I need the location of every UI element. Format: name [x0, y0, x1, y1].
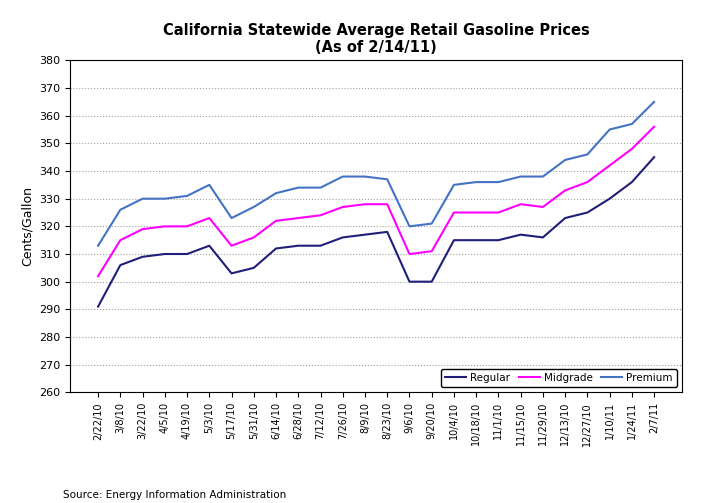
- Text: Source: Energy Information Administration: Source: Energy Information Administratio…: [63, 490, 287, 500]
- Premium: [316, 185, 325, 191]
- Regular: [427, 279, 436, 285]
- Premium: [339, 174, 347, 180]
- Midgrade: [628, 146, 636, 152]
- Regular: [538, 234, 547, 240]
- Regular: [650, 154, 658, 160]
- Premium: [205, 182, 214, 188]
- Midgrade: [272, 218, 280, 224]
- Midgrade: [650, 124, 658, 130]
- Regular: [116, 262, 124, 268]
- Legend: Regular, Midgrade, Premium: Regular, Midgrade, Premium: [441, 369, 677, 387]
- Midgrade: [517, 201, 525, 207]
- Regular: [517, 231, 525, 238]
- Regular: [250, 265, 258, 271]
- Regular: [361, 231, 369, 238]
- Premium: [116, 207, 124, 213]
- Premium: [472, 179, 480, 185]
- Midgrade: [294, 215, 302, 221]
- Premium: [361, 174, 369, 180]
- Regular: [583, 209, 592, 215]
- Premium: [250, 204, 258, 210]
- Y-axis label: Cents/Gallon: Cents/Gallon: [21, 186, 34, 267]
- Midgrade: [160, 223, 169, 229]
- Premium: [583, 151, 592, 157]
- Midgrade: [605, 162, 614, 169]
- Midgrade: [339, 204, 347, 210]
- Midgrade: [383, 201, 392, 207]
- Midgrade: [250, 234, 258, 240]
- Midgrade: [494, 209, 503, 215]
- Title: California Statewide Average Retail Gasoline Prices
(As of 2/14/11): California Statewide Average Retail Gaso…: [162, 23, 590, 55]
- Regular: [494, 237, 503, 243]
- Regular: [450, 237, 458, 243]
- Midgrade: [472, 209, 480, 215]
- Midgrade: [205, 215, 214, 221]
- Premium: [561, 157, 569, 163]
- Line: Midgrade: Midgrade: [98, 127, 654, 276]
- Premium: [650, 99, 658, 105]
- Regular: [272, 245, 280, 252]
- Regular: [561, 215, 569, 221]
- Regular: [383, 229, 392, 235]
- Midgrade: [183, 223, 191, 229]
- Premium: [383, 176, 392, 182]
- Regular: [339, 234, 347, 240]
- Premium: [272, 190, 280, 196]
- Midgrade: [538, 204, 547, 210]
- Premium: [160, 196, 169, 202]
- Premium: [494, 179, 503, 185]
- Midgrade: [361, 201, 369, 207]
- Premium: [628, 121, 636, 127]
- Midgrade: [405, 251, 413, 257]
- Premium: [94, 242, 103, 248]
- Regular: [316, 242, 325, 248]
- Regular: [294, 242, 302, 248]
- Premium: [138, 196, 147, 202]
- Premium: [405, 223, 413, 229]
- Midgrade: [583, 179, 592, 185]
- Midgrade: [94, 273, 103, 279]
- Premium: [605, 126, 614, 132]
- Regular: [183, 251, 191, 257]
- Regular: [205, 242, 214, 248]
- Regular: [138, 254, 147, 260]
- Regular: [94, 303, 103, 309]
- Regular: [628, 179, 636, 185]
- Premium: [294, 185, 302, 191]
- Midgrade: [450, 209, 458, 215]
- Regular: [472, 237, 480, 243]
- Regular: [405, 279, 413, 285]
- Midgrade: [116, 237, 124, 243]
- Regular: [160, 251, 169, 257]
- Premium: [427, 220, 436, 226]
- Midgrade: [138, 226, 147, 232]
- Premium: [227, 215, 236, 221]
- Premium: [517, 174, 525, 180]
- Premium: [538, 174, 547, 180]
- Regular: [227, 271, 236, 277]
- Line: Regular: Regular: [98, 157, 654, 306]
- Premium: [183, 193, 191, 199]
- Regular: [605, 196, 614, 202]
- Line: Premium: Premium: [98, 102, 654, 245]
- Premium: [450, 182, 458, 188]
- Midgrade: [316, 212, 325, 218]
- Midgrade: [427, 248, 436, 254]
- Midgrade: [227, 242, 236, 248]
- Midgrade: [561, 188, 569, 194]
